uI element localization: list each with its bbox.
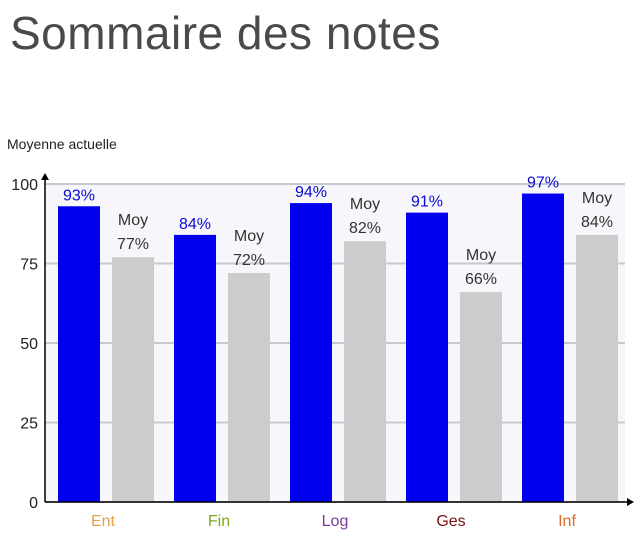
- data-label-average: 84%: [581, 214, 613, 231]
- data-label-current: 94%: [295, 184, 327, 201]
- data-label-average-prefix: Moy: [350, 196, 380, 213]
- bar-current-grade: [290, 203, 332, 502]
- x-tick-label: Inf: [558, 513, 576, 530]
- data-label-current: 93%: [63, 187, 95, 204]
- y-tick-labels: 0 25 50 75 100: [11, 177, 38, 512]
- bar-current-grade: [522, 193, 564, 503]
- data-label-average: 77%: [117, 236, 149, 253]
- data-label-average: 72%: [233, 252, 265, 269]
- bar-average-grade: [576, 234, 618, 502]
- y-tick-label: 100: [11, 177, 38, 194]
- data-label-average-prefix: Moy: [118, 212, 148, 229]
- x-axis-arrow: [627, 498, 634, 506]
- x-tick-label: Ent: [91, 513, 116, 530]
- x-tick-label: Fin: [208, 513, 230, 530]
- data-label-current: 97%: [527, 175, 559, 192]
- y-tick-label: 25: [20, 416, 38, 433]
- data-label-current: 84%: [179, 216, 211, 233]
- axes: [41, 173, 634, 506]
- bar-average-grade: [112, 257, 154, 502]
- bar-average-grade: [344, 241, 386, 503]
- y-tick-label: 50: [20, 336, 38, 353]
- y-tick-label: 75: [20, 257, 38, 274]
- x-tick-labels: Ent Fin Log Ges Inf: [91, 513, 576, 530]
- x-tick-label: Log: [322, 513, 349, 530]
- y-axis-label: Moyenne actuelle: [7, 136, 117, 152]
- data-label-average: 66%: [465, 271, 497, 288]
- data-label-average: 82%: [349, 220, 381, 237]
- data-label-current: 91%: [411, 194, 443, 211]
- data-labels: 93% Moy 77% 84% Moy 72% 94% Moy 82% 91% Moy 66% 97% M…: [63, 175, 613, 289]
- y-axis-arrow: [41, 173, 49, 180]
- bar-current-grade: [58, 206, 100, 502]
- x-tick-label: Ges: [436, 513, 465, 530]
- data-label-average-prefix: Moy: [466, 247, 496, 264]
- bar-current-grade: [174, 234, 216, 502]
- data-label-average-prefix: Moy: [234, 228, 264, 245]
- data-label-average-prefix: Moy: [582, 190, 612, 207]
- bar-average-grade: [228, 273, 270, 502]
- bar-current-grade: [406, 212, 448, 502]
- bars: [58, 193, 618, 503]
- y-tick-label: 0: [29, 495, 38, 512]
- page-title: Sommaire des notes: [10, 7, 441, 59]
- bar-average-grade: [460, 292, 502, 502]
